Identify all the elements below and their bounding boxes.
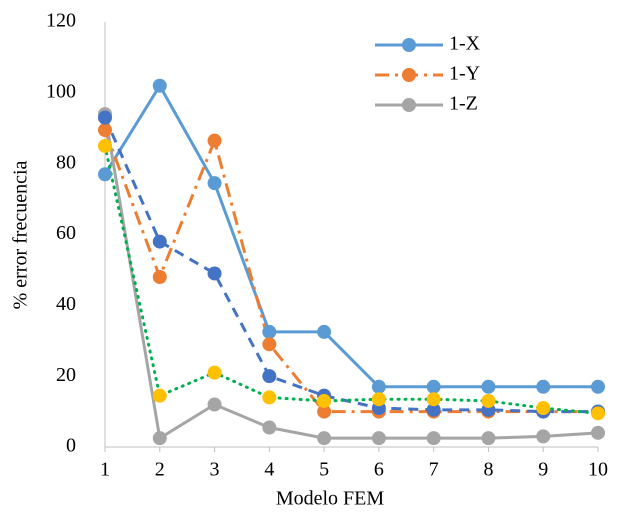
data-point bbox=[317, 431, 332, 446]
data-point bbox=[317, 404, 332, 419]
data-point bbox=[481, 379, 496, 394]
data-point bbox=[481, 431, 496, 446]
data-point bbox=[371, 379, 386, 394]
legend-label: 1-Z bbox=[449, 93, 478, 115]
data-point bbox=[98, 110, 112, 125]
data-point bbox=[262, 390, 277, 405]
data-point bbox=[426, 379, 441, 394]
series-line bbox=[103, 117, 598, 414]
x-tick-label: 1 bbox=[100, 459, 110, 481]
y-tick-label: 20 bbox=[56, 364, 76, 386]
data-point bbox=[152, 78, 167, 93]
x-tick-label: 6 bbox=[374, 459, 384, 481]
x-tick-label: 3 bbox=[210, 459, 220, 481]
x-tick-label: 8 bbox=[483, 459, 493, 481]
data-point bbox=[207, 397, 222, 412]
data-point bbox=[317, 324, 332, 339]
data-point bbox=[262, 369, 277, 384]
x-tick-label: 2 bbox=[155, 459, 165, 481]
y-tick-label: 0 bbox=[66, 435, 76, 457]
legend-marker bbox=[402, 68, 416, 82]
x-tick-label: 5 bbox=[319, 459, 329, 481]
data-point bbox=[317, 393, 332, 408]
series-line bbox=[103, 82, 598, 389]
data-point bbox=[207, 176, 222, 191]
legend-marker bbox=[402, 98, 416, 112]
data-point bbox=[536, 401, 551, 416]
y-tick-label: 120 bbox=[46, 10, 76, 32]
data-point bbox=[536, 429, 551, 444]
x-tick-label: 10 bbox=[588, 459, 608, 481]
data-point bbox=[591, 425, 605, 440]
data-point bbox=[262, 420, 277, 435]
data-point bbox=[98, 123, 112, 138]
y-tick-label: 80 bbox=[56, 151, 76, 173]
y-tick-label: 40 bbox=[56, 293, 76, 315]
legend-label: 1-Y bbox=[449, 63, 480, 85]
x-tick-label: 4 bbox=[264, 459, 274, 481]
data-point bbox=[207, 133, 222, 148]
x-tick-label: 9 bbox=[538, 459, 548, 481]
data-point bbox=[536, 379, 551, 394]
legend-marker bbox=[402, 38, 416, 52]
data-point bbox=[152, 388, 167, 403]
data-point bbox=[98, 138, 112, 153]
data-point bbox=[426, 392, 441, 407]
data-point bbox=[426, 402, 441, 417]
data-point bbox=[262, 324, 277, 339]
data-point bbox=[262, 337, 277, 352]
data-point bbox=[371, 392, 386, 407]
data-point bbox=[591, 406, 605, 421]
y-tick-label: 100 bbox=[46, 80, 76, 102]
series-line bbox=[103, 129, 598, 414]
data-point bbox=[152, 270, 167, 284]
data-point bbox=[371, 431, 386, 446]
data-point bbox=[152, 431, 167, 446]
series-line bbox=[103, 113, 599, 441]
series-line bbox=[103, 144, 600, 415]
x-axis-label: Modelo FEM bbox=[276, 488, 385, 510]
data-point bbox=[152, 234, 167, 249]
data-point bbox=[207, 266, 222, 281]
data-point bbox=[207, 365, 222, 380]
data-point bbox=[98, 167, 112, 182]
data-point bbox=[591, 379, 605, 394]
data-point bbox=[481, 393, 496, 408]
y-tick-label: 60 bbox=[56, 222, 76, 244]
y-axis-label: % error frecuencia bbox=[10, 160, 32, 309]
legend-label: 1-X bbox=[449, 33, 481, 55]
x-tick-label: 7 bbox=[429, 459, 439, 481]
data-point bbox=[426, 431, 441, 446]
